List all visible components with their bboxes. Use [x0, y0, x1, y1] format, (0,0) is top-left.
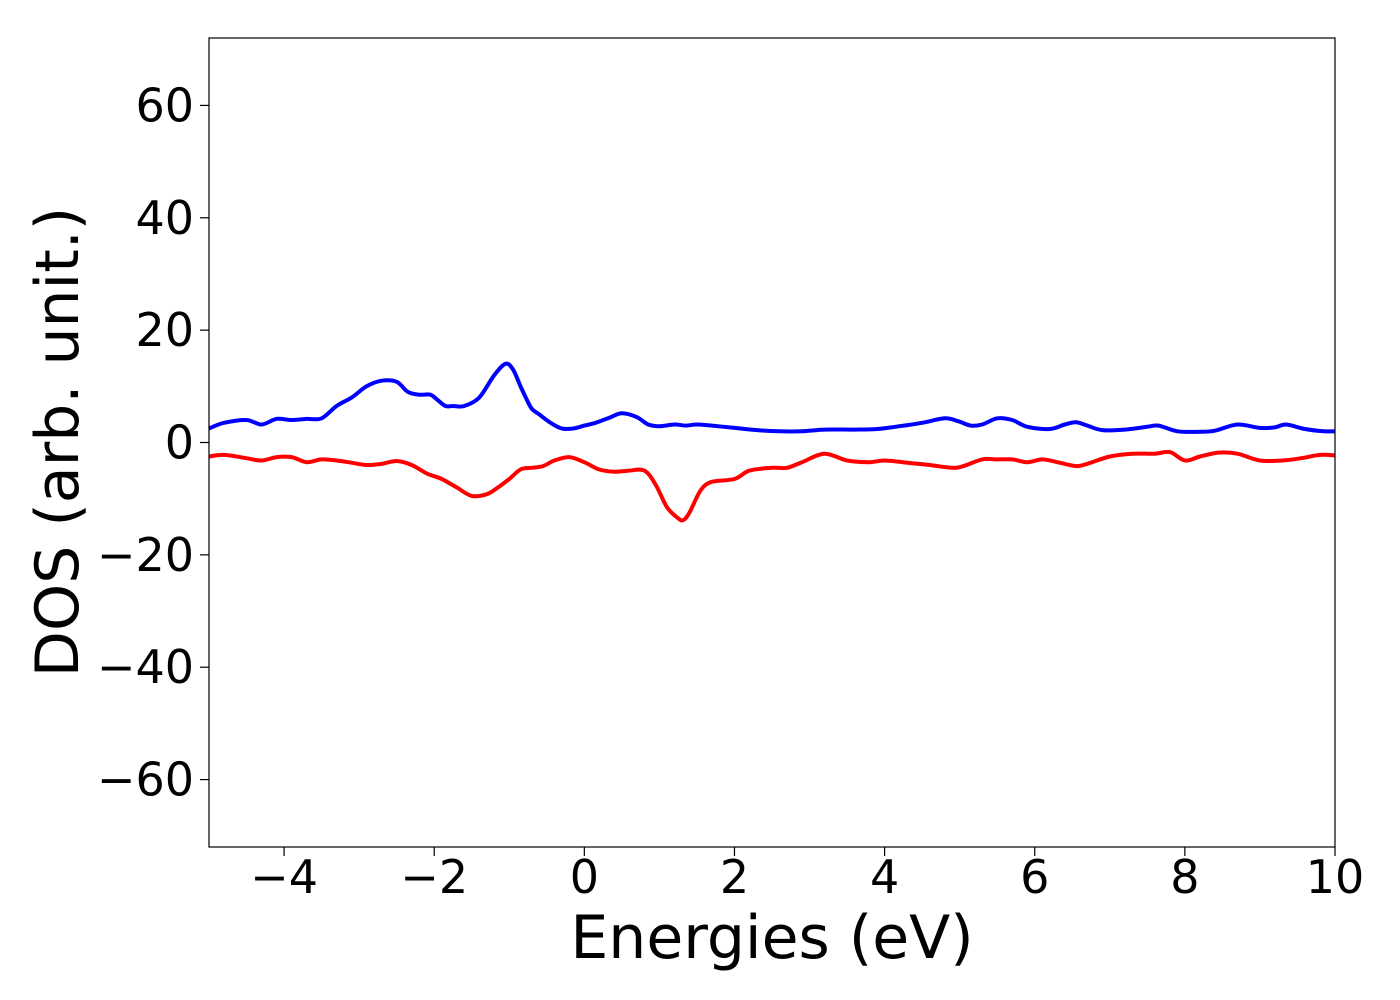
x-tick-label: 10	[1306, 850, 1365, 904]
y-tick-label: 60	[135, 78, 194, 132]
y-tick-label: 40	[135, 191, 194, 245]
x-tick-label: 0	[570, 850, 599, 904]
x-tick-label: −2	[400, 850, 468, 904]
y-axis-label: DOS (arb. unit.)	[23, 207, 93, 677]
y-tick-label: −60	[97, 753, 194, 807]
x-tick-label: 8	[1170, 850, 1199, 904]
y-tick-label: 0	[165, 416, 194, 470]
x-tick-label: 4	[870, 850, 899, 904]
y-tick-label: 20	[135, 303, 194, 357]
x-tick-label: 2	[720, 850, 749, 904]
dos-up-series-line	[208, 361, 1336, 434]
x-tick-label: 6	[1020, 850, 1049, 904]
x-axis-label: Energies (eV)	[570, 903, 973, 973]
y-tick-label: −20	[97, 528, 194, 582]
x-tick-label: −4	[250, 850, 318, 904]
x-axis-ticks: −4 −2 0 2 4 6 8 10	[250, 847, 1364, 904]
y-tick-label: −40	[97, 640, 194, 694]
dos-down-series-line	[208, 449, 1336, 523]
y-axis-ticks: 60 40 20 0 −20 −40 −60	[97, 78, 209, 807]
series-layer	[208, 361, 1336, 523]
